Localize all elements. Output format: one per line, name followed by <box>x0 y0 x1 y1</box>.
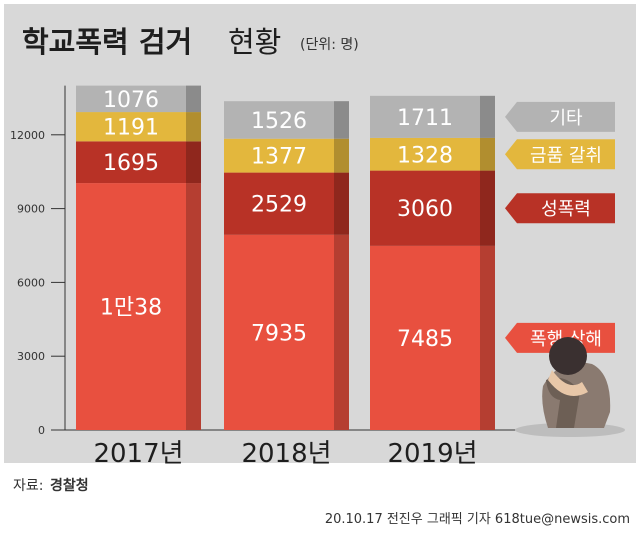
bar-side-1-0 <box>334 234 349 430</box>
bar-segment-1-0 <box>224 234 334 430</box>
bar-side-2-0 <box>480 245 495 430</box>
bar-side-1-2 <box>334 138 349 173</box>
bar-side-0-1 <box>186 141 201 184</box>
y-tick-label-2: 6000 <box>17 276 45 289</box>
legend-label-3: 기타 <box>549 108 583 129</box>
data-label-1-3: 1526 <box>251 109 307 134</box>
bar-segment-1-3 <box>224 101 334 139</box>
bar-segment-0-2 <box>76 112 186 142</box>
bar-side-shade-2-1 <box>480 170 495 246</box>
data-label-1-2: 1377 <box>251 145 307 170</box>
bars: 1만38 1695 1191 1076 2017년 7935 2529 1377 1526 201… <box>76 85 495 469</box>
bar-side-shade-0-1 <box>186 141 201 184</box>
data-label-2-0: 7485 <box>397 327 453 352</box>
bar-side-0-3 <box>186 85 201 113</box>
x-category-label-0: 2017년 <box>93 439 183 469</box>
data-label-2-1: 3060 <box>397 197 453 222</box>
source-value: 경찰청 <box>50 477 89 494</box>
bar-side-shade-0-2 <box>186 112 201 142</box>
data-label-0-3: 1076 <box>103 88 159 113</box>
chart-unit: (단위: 명) <box>300 37 359 53</box>
bar-side-2-1 <box>480 170 495 246</box>
person-illustration <box>515 337 625 437</box>
bar-side-2-3 <box>480 95 495 138</box>
x-category-label-1: 2018년 <box>241 439 331 469</box>
data-label-1-0: 7935 <box>251 321 307 346</box>
bar-segment-1-2 <box>224 138 334 173</box>
bar-segment-1-1 <box>224 172 334 235</box>
x-category-label-2: 2019년 <box>387 439 477 469</box>
data-label-0-1: 1695 <box>103 151 159 176</box>
legend-tag-3 <box>505 101 615 132</box>
bar-segment-2-1 <box>370 170 480 246</box>
bar-side-1-1 <box>334 172 349 235</box>
chart-title-suffix: 현황 <box>228 25 281 59</box>
y-tick-label-1: 3000 <box>17 350 45 363</box>
bar-side-shade-0-0 <box>186 183 201 430</box>
bar-segment-2-0 <box>370 245 480 430</box>
bar-side-0-2 <box>186 112 201 142</box>
bar-side-shade-1-0 <box>334 234 349 430</box>
legend-tag-1 <box>505 193 615 224</box>
y-tick-label-4: 12000 <box>10 129 45 142</box>
data-label-1-1: 2529 <box>251 193 307 218</box>
bar-side-2-2 <box>480 137 495 171</box>
bar-side-shade-1-2 <box>334 138 349 173</box>
legend-label-1: 성폭력 <box>541 199 591 220</box>
bar-side-shade-2-0 <box>480 245 495 430</box>
credit-line: 20.10.17 전진우 그래픽 기자 618tue@newsis.com <box>325 512 630 527</box>
bar-segment-0-3 <box>76 85 186 113</box>
data-label-2-2: 1328 <box>397 143 453 168</box>
person-head <box>549 337 587 375</box>
bar-segment-2-3 <box>370 95 480 138</box>
person-arm <box>548 370 588 396</box>
bar-side-shade-2-3 <box>480 95 495 138</box>
legend-tag-0 <box>505 322 615 353</box>
data-label-0-0: 1만38 <box>100 296 162 321</box>
bar-side-0-0 <box>186 183 201 430</box>
bar-side-shade-0-3 <box>186 85 201 113</box>
y-tick-label-0: 0 <box>38 424 45 437</box>
bar-segment-0-1 <box>76 141 186 184</box>
data-label-2-3: 1711 <box>397 106 453 131</box>
bar-segment-0-0 <box>76 183 186 430</box>
chart-title: 학교폭력 검거 <box>22 25 192 59</box>
legend-tag-2 <box>505 139 615 170</box>
y-tick-label-3: 9000 <box>17 203 45 216</box>
bar-side-shade-1-1 <box>334 172 349 235</box>
source-label: 자료: <box>13 478 43 494</box>
bar-side-shade-2-2 <box>480 137 495 171</box>
data-label-0-2: 1191 <box>103 116 159 141</box>
bar-segment-2-2 <box>370 137 480 171</box>
bar-side-shade-1-3 <box>334 101 349 139</box>
legend-label-2: 금품 갈취 <box>530 145 602 166</box>
bar-side-1-3 <box>334 101 349 139</box>
